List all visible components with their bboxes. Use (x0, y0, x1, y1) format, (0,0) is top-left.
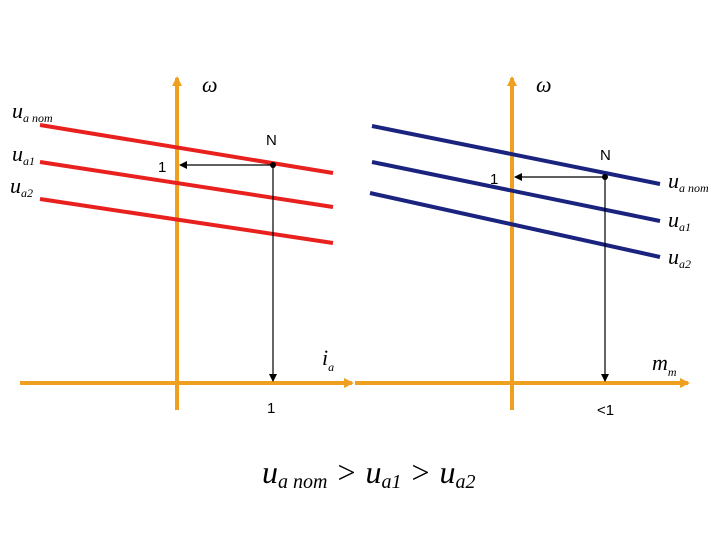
line (371, 160, 661, 223)
blue-lines (369, 124, 661, 259)
operator: > (337, 454, 355, 490)
main: m (652, 350, 668, 375)
main: u (262, 454, 278, 490)
sub: a nom (23, 111, 53, 125)
sub: a2 (679, 257, 691, 271)
axes (20, 76, 690, 410)
main: u (668, 168, 679, 193)
main: i (322, 345, 328, 370)
line (39, 160, 334, 209)
main: u (668, 207, 679, 232)
left-line-labels: ua nom ua1 ua2 (10, 98, 53, 200)
sub: a2 (456, 471, 476, 493)
main: u (668, 244, 679, 269)
red-lines (39, 123, 334, 245)
mark-label: <1 (597, 402, 614, 419)
sub: a1 (679, 220, 691, 234)
line (39, 123, 334, 175)
line-label: ua1 (12, 141, 35, 168)
line-label: ua1 (668, 207, 691, 234)
main: u (366, 454, 382, 490)
line (371, 124, 661, 186)
line (39, 197, 334, 245)
operator: > (412, 454, 430, 490)
line-label: ua nom (12, 98, 53, 125)
axis-label: ω (202, 72, 218, 97)
main: u (10, 173, 21, 198)
axis-label: ω (536, 72, 552, 97)
main: u (12, 98, 23, 123)
point-label: N (600, 147, 611, 164)
sub: a1 (382, 471, 402, 493)
relation: ua nom > ua1 > ua2 (262, 454, 476, 493)
line-label: ua nom (668, 168, 709, 195)
mark-label: 1 (158, 159, 166, 176)
axis-label: ia (322, 345, 334, 374)
point-label: N (266, 132, 277, 149)
line-label: ua2 (10, 173, 33, 200)
main: u (440, 454, 456, 490)
sub: a (328, 360, 334, 374)
point (270, 162, 276, 168)
sub: a1 (23, 154, 35, 168)
axis-label: mm (652, 350, 677, 379)
sub: m (668, 365, 677, 379)
sub: a nom (278, 471, 327, 493)
line (369, 191, 661, 259)
sub: a nom (679, 181, 709, 195)
line-label: ua2 (668, 244, 691, 271)
main: u (12, 141, 23, 166)
right-line-labels: ua nom ua1 ua2 (668, 168, 709, 271)
sub: a2 (21, 186, 33, 200)
point (602, 174, 608, 180)
mark-label: 1 (267, 400, 275, 417)
mark-label: 1 (490, 171, 498, 188)
guides (179, 161, 609, 382)
